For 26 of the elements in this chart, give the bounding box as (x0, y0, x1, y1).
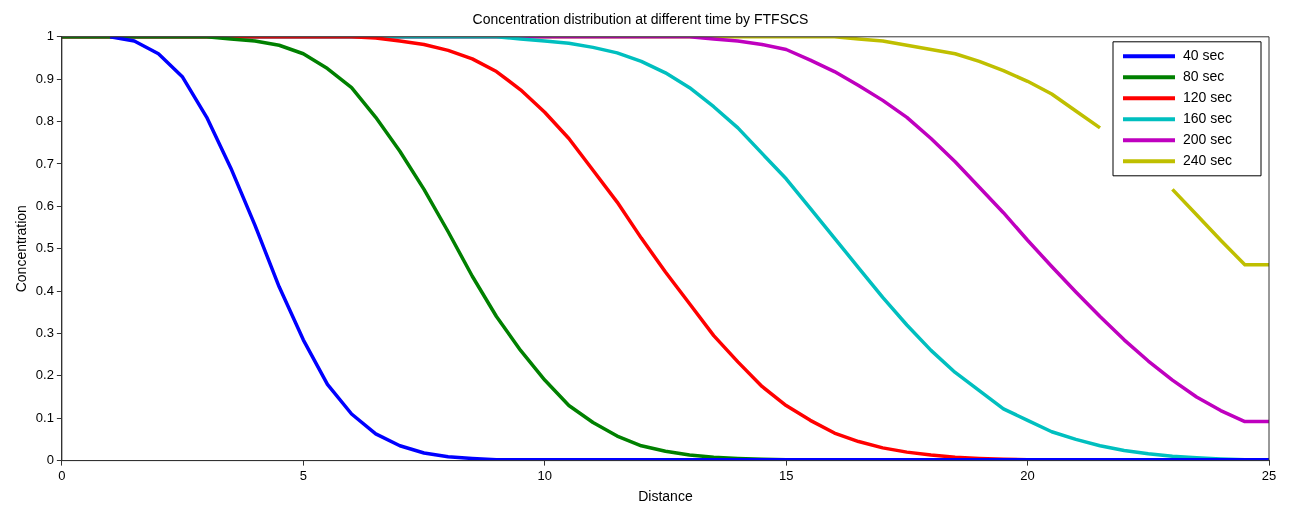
x-axis-title: Distance (638, 488, 693, 505)
y-axis-title: Concentration (13, 205, 30, 293)
y-tick-label: 0.3 (35, 325, 54, 341)
y-tick-label: 1 (46, 28, 54, 44)
y-tick-label: 0.5 (35, 240, 54, 256)
x-tick-label: 20 (1020, 467, 1035, 483)
x-tick-label: 25 (1261, 467, 1277, 483)
y-tick-label: 0.2 (35, 367, 54, 383)
x-tick-label: 15 (778, 467, 794, 483)
y-tick-label: 0.4 (35, 282, 54, 298)
y-tick-label: 0.1 (35, 409, 54, 425)
y-tick-label: 0.9 (35, 70, 54, 86)
legend-label: 200 sec (1183, 131, 1233, 148)
legend-label: 40 sec (1183, 47, 1225, 64)
x-tick-label: 5 (299, 467, 307, 483)
y-tick-label: 0.6 (35, 197, 54, 213)
legend-label: 80 sec (1183, 68, 1225, 85)
legend-label: 160 sec (1183, 110, 1233, 127)
y-tick-label: 0.7 (35, 155, 54, 171)
y-tick-label: 0.8 (35, 113, 54, 129)
legend-label: 120 sec (1183, 89, 1233, 106)
x-tick-label: 0 (58, 467, 66, 483)
x-tick-label: 10 (537, 467, 552, 483)
y-tick-label: 0 (46, 452, 54, 468)
chart-title: Concentration distribution at different time by FTFSCS (472, 11, 809, 28)
legend-label: 240 sec (1183, 152, 1233, 169)
